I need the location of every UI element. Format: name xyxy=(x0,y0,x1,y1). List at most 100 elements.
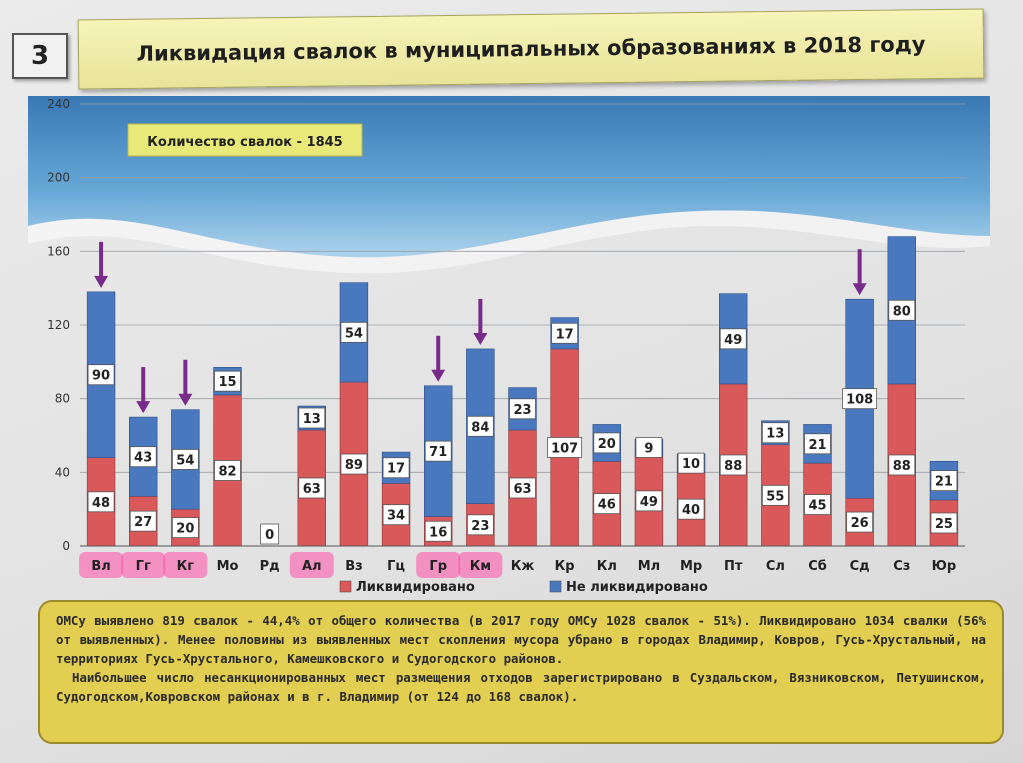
data-label: 40 xyxy=(682,503,700,518)
data-label: 27 xyxy=(134,515,152,530)
arrow-head xyxy=(431,369,446,382)
data-label-box xyxy=(171,449,199,470)
x-tick-label: Гг xyxy=(136,559,151,574)
data-label: 88 xyxy=(893,459,911,474)
data-label-box xyxy=(214,460,241,481)
data-label-box xyxy=(340,321,368,343)
data-label-box xyxy=(719,328,747,350)
x-tick-label: Сд xyxy=(850,559,870,574)
data-label: 63 xyxy=(303,482,321,497)
data-label-box xyxy=(719,454,747,476)
data-label: 26 xyxy=(851,516,869,531)
bar-group-20: 25 21 xyxy=(929,460,959,547)
chart-bars: 4890274320548215063138954341716712384632… xyxy=(86,236,959,547)
x-tick-label: Рд xyxy=(260,559,280,574)
bar-group-5: 63 13 xyxy=(297,405,326,547)
x-tick-label: Сб xyxy=(808,559,827,574)
info-paragraph-1: ОМСу выявлено 819 свалок - 44,4% от обще… xyxy=(56,613,986,666)
data-label-box xyxy=(171,517,199,538)
data-label-box xyxy=(129,510,157,532)
data-label: 46 xyxy=(598,498,616,513)
data-label-box xyxy=(547,437,583,458)
total-label-box: Количество свалок - 1845 xyxy=(127,123,363,157)
bar-group-14: 40 10 xyxy=(676,452,706,547)
arrow-head xyxy=(136,401,151,414)
bar-group-4: 0 xyxy=(260,523,280,545)
data-label: 23 xyxy=(471,519,489,534)
data-label: 21 xyxy=(808,438,826,453)
legend-swatch xyxy=(339,580,352,593)
data-label-box xyxy=(930,512,958,534)
data-label: 84 xyxy=(471,420,489,435)
data-label: 88 xyxy=(724,459,742,474)
category-highlight xyxy=(121,552,166,578)
data-label: 25 xyxy=(935,517,953,532)
legend-swatch xyxy=(549,580,562,593)
x-tick-label: Юр xyxy=(932,559,957,574)
x-tick-label: Мо xyxy=(217,559,239,574)
data-label: 0 xyxy=(265,528,274,543)
data-label: 108 xyxy=(846,393,873,408)
x-tick-label: Кл xyxy=(597,559,617,574)
data-label-box xyxy=(87,491,115,513)
x-tick-label: Гр xyxy=(429,559,447,574)
data-label-box xyxy=(846,511,874,533)
legend-label: Не ликвидировано xyxy=(566,580,708,595)
data-label-box xyxy=(842,388,878,410)
data-label: 63 xyxy=(513,482,531,497)
chart-arrows xyxy=(94,241,867,414)
slide-title: Ликвидация свалок в муниципальных образо… xyxy=(77,8,985,90)
y-tick-label: 200 xyxy=(47,171,70,185)
data-label-box xyxy=(551,322,579,344)
data-label: 54 xyxy=(345,326,363,341)
data-label: 34 xyxy=(387,509,405,524)
data-label-box xyxy=(129,446,157,468)
x-tick-label: Вз xyxy=(345,559,362,574)
data-label: 16 xyxy=(429,525,447,540)
data-label-box xyxy=(888,299,916,321)
x-tick-label: Кр xyxy=(555,559,575,574)
category-highlight xyxy=(458,552,503,578)
y-tick-label: 0 xyxy=(62,539,70,553)
data-label: 17 xyxy=(556,327,574,342)
data-label-box xyxy=(298,477,326,499)
data-label-box xyxy=(635,437,663,458)
data-label: 80 xyxy=(893,304,911,319)
data-label: 20 xyxy=(598,437,616,452)
bar-group-3: 82 15 xyxy=(213,367,242,547)
data-label-box xyxy=(804,433,831,455)
data-label-box xyxy=(677,498,705,520)
data-label-box xyxy=(677,452,705,474)
data-label: 55 xyxy=(766,489,784,504)
category-highlight xyxy=(416,552,461,578)
data-label: 54 xyxy=(176,453,194,468)
bar-group-17: 45 21 xyxy=(803,424,832,547)
data-label: 23 xyxy=(513,403,531,418)
x-tick-label: Гц xyxy=(387,559,405,574)
x-tick-label: Сз xyxy=(893,559,910,574)
data-label-box xyxy=(509,398,536,420)
data-label-box xyxy=(260,523,280,545)
data-label-box xyxy=(87,364,115,386)
data-label-box xyxy=(424,440,452,462)
info-paragraph-2: Наибольшее число несанкционированных мес… xyxy=(56,670,986,704)
bar-group-18: 26 108 xyxy=(842,298,878,547)
data-label-box xyxy=(593,493,621,515)
data-label: 20 xyxy=(176,522,194,537)
y-tick-label: 240 xyxy=(47,97,70,111)
x-tick-label: Сл xyxy=(766,559,785,574)
legend-label: Ликвидировано xyxy=(356,580,475,595)
data-label: 89 xyxy=(345,458,363,473)
slide-number: 3 xyxy=(12,33,68,79)
y-tick-label: 80 xyxy=(55,392,70,406)
data-label: 13 xyxy=(303,412,321,427)
category-highlight xyxy=(163,552,208,578)
data-label: 71 xyxy=(429,445,447,460)
data-label: 13 xyxy=(766,427,784,442)
total-label: Количество свалок - 1845 xyxy=(147,135,342,150)
y-tick-label: 160 xyxy=(47,244,70,258)
data-label-box xyxy=(761,422,789,444)
